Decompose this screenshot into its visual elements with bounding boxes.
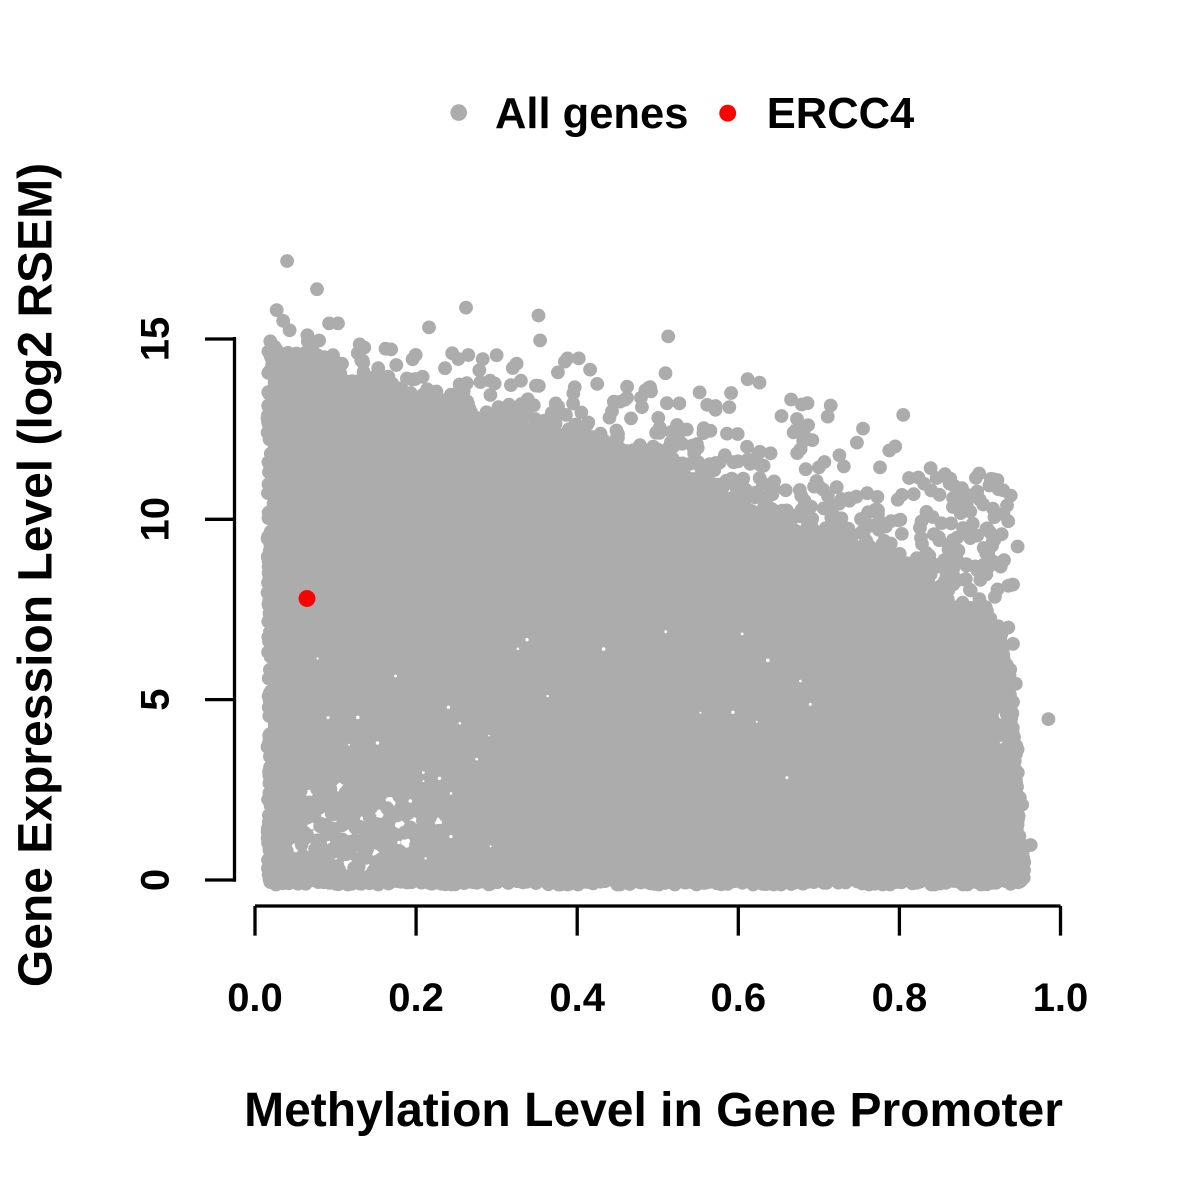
svg-text:1.0: 1.0 (1033, 976, 1089, 1020)
svg-text:0.6: 0.6 (710, 976, 766, 1020)
svg-text:Gene Expression Level (log2 RS: Gene Expression Level (log2 RSEM) (9, 163, 62, 987)
svg-text:0.8: 0.8 (872, 976, 928, 1020)
svg-text:All genes: All genes (495, 90, 688, 138)
svg-text:5: 5 (134, 688, 178, 710)
svg-text:Methylation Level in Gene Prom: Methylation Level in Gene Promoter (244, 1084, 1063, 1137)
svg-text:15: 15 (134, 317, 178, 362)
svg-text:0.0: 0.0 (227, 976, 283, 1020)
svg-text:0.2: 0.2 (388, 976, 444, 1020)
svg-text:ERCC4: ERCC4 (767, 90, 914, 138)
svg-text:0: 0 (134, 869, 178, 891)
svg-text:10: 10 (134, 497, 178, 542)
svg-text:0.4: 0.4 (549, 976, 605, 1020)
